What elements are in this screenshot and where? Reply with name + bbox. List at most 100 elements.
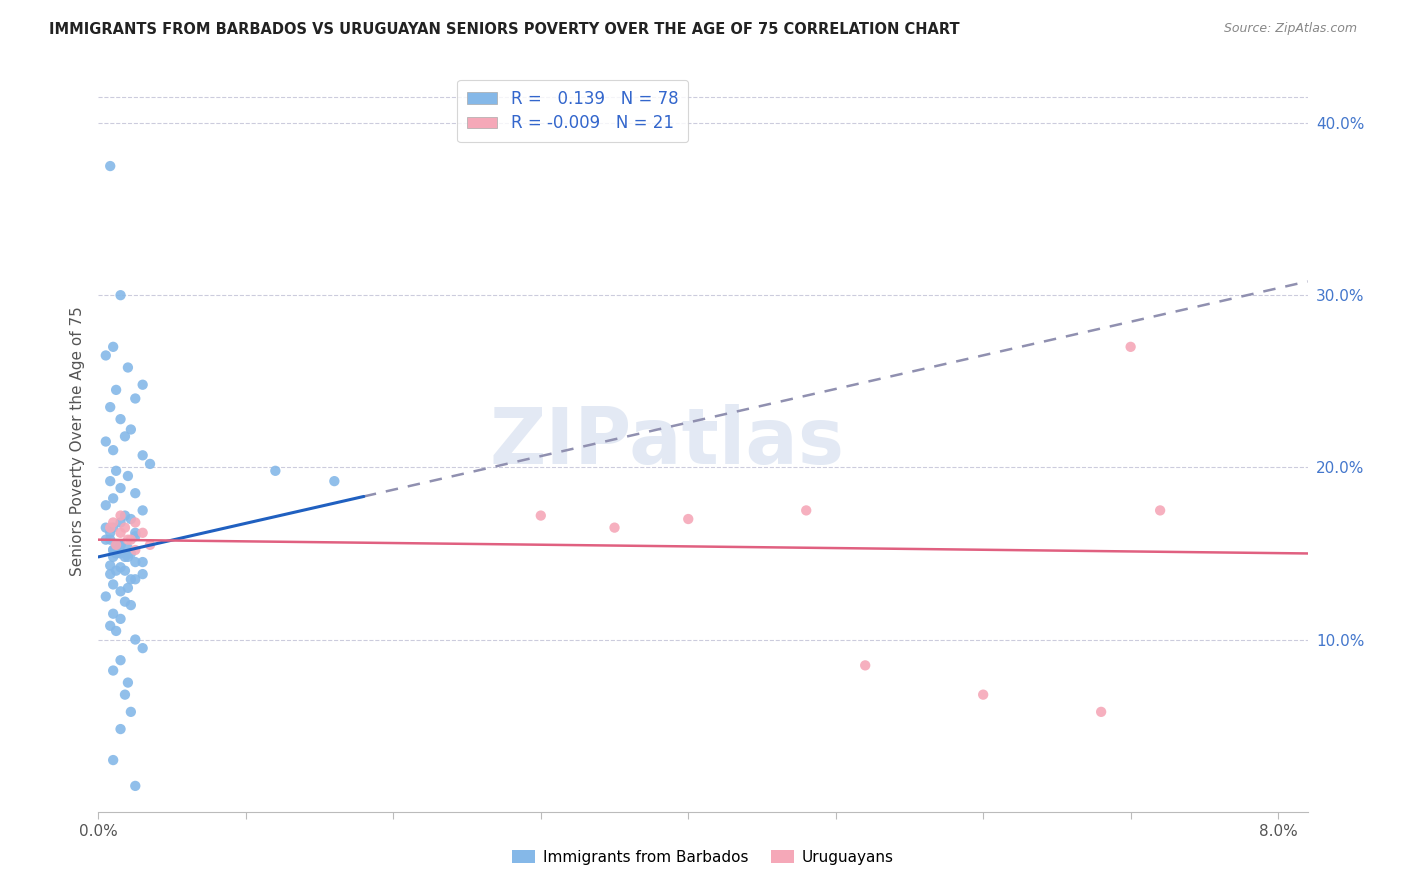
Point <box>101 577 124 591</box>
Point <box>678 512 700 526</box>
Point <box>117 581 139 595</box>
Point <box>117 549 139 564</box>
Point <box>98 558 121 573</box>
Point <box>124 525 146 540</box>
Point <box>110 412 132 426</box>
Point <box>101 549 124 564</box>
Point <box>101 543 124 558</box>
Point <box>105 464 128 478</box>
Point <box>94 434 117 449</box>
Point <box>131 525 153 540</box>
Point <box>101 340 124 354</box>
Point <box>110 584 132 599</box>
Point <box>105 383 128 397</box>
Point <box>114 595 136 609</box>
Point <box>124 572 146 586</box>
Point <box>94 521 117 535</box>
Point <box>117 469 139 483</box>
Point <box>131 448 153 462</box>
Text: Source: ZipAtlas.com: Source: ZipAtlas.com <box>1223 22 1357 36</box>
Point <box>110 612 132 626</box>
Point <box>131 377 153 392</box>
Point <box>1149 503 1171 517</box>
Point <box>98 533 121 547</box>
Point <box>124 779 146 793</box>
Point <box>114 549 136 564</box>
Point <box>110 516 132 530</box>
Point <box>94 590 117 604</box>
Point <box>853 658 876 673</box>
Text: ZIPatlas: ZIPatlas <box>489 403 844 480</box>
Point <box>98 525 121 540</box>
Point <box>124 529 146 543</box>
Point <box>139 457 162 471</box>
Point <box>124 543 146 558</box>
Point <box>131 641 153 656</box>
Point <box>101 443 124 458</box>
Point <box>105 564 128 578</box>
Point <box>323 474 346 488</box>
Point <box>131 555 153 569</box>
Point <box>110 525 132 540</box>
Point <box>139 538 162 552</box>
Point <box>110 288 132 302</box>
Point <box>94 533 117 547</box>
Point <box>101 753 124 767</box>
Point <box>110 560 132 574</box>
Legend: Immigrants from Barbados, Uruguayans: Immigrants from Barbados, Uruguayans <box>506 844 900 871</box>
Point <box>105 546 128 560</box>
Point <box>120 705 142 719</box>
Point <box>1090 705 1112 719</box>
Y-axis label: Seniors Poverty Over the Age of 75: Seniors Poverty Over the Age of 75 <box>70 307 86 576</box>
Point <box>114 508 136 523</box>
Point <box>101 664 124 678</box>
Point <box>131 567 153 582</box>
Point <box>117 533 139 547</box>
Point <box>264 464 287 478</box>
Point <box>120 546 142 560</box>
Point <box>114 564 136 578</box>
Point <box>110 538 132 552</box>
Text: IMMIGRANTS FROM BARBADOS VS URUGUAYAN SENIORS POVERTY OVER THE AGE OF 75 CORRELA: IMMIGRANTS FROM BARBADOS VS URUGUAYAN SE… <box>49 22 960 37</box>
Point <box>94 498 117 512</box>
Legend: R =   0.139   N = 78, R = -0.009   N = 21: R = 0.139 N = 78, R = -0.009 N = 21 <box>457 79 689 143</box>
Point <box>114 521 136 535</box>
Point <box>1119 340 1142 354</box>
Point <box>98 521 121 535</box>
Point <box>110 546 132 560</box>
Point <box>117 541 139 556</box>
Point <box>117 675 139 690</box>
Point <box>603 521 626 535</box>
Point <box>124 632 146 647</box>
Point <box>94 348 117 362</box>
Point <box>98 159 121 173</box>
Point <box>124 486 146 500</box>
Point <box>98 567 121 582</box>
Point <box>120 512 142 526</box>
Point <box>110 508 132 523</box>
Point <box>530 508 553 523</box>
Point <box>105 538 128 552</box>
Point <box>120 598 142 612</box>
Point <box>101 543 124 558</box>
Point <box>110 722 132 736</box>
Point <box>101 521 124 535</box>
Point <box>114 688 136 702</box>
Point <box>105 538 128 552</box>
Point <box>101 516 124 530</box>
Point <box>124 555 146 569</box>
Point <box>120 572 142 586</box>
Point <box>972 688 994 702</box>
Point <box>110 481 132 495</box>
Point <box>117 360 139 375</box>
Point <box>114 429 136 443</box>
Point <box>794 503 817 517</box>
Point <box>105 624 128 638</box>
Point <box>101 607 124 621</box>
Point <box>98 474 121 488</box>
Point <box>98 400 121 414</box>
Point <box>110 538 132 552</box>
Point <box>124 392 146 406</box>
Point <box>120 422 142 436</box>
Point <box>98 619 121 633</box>
